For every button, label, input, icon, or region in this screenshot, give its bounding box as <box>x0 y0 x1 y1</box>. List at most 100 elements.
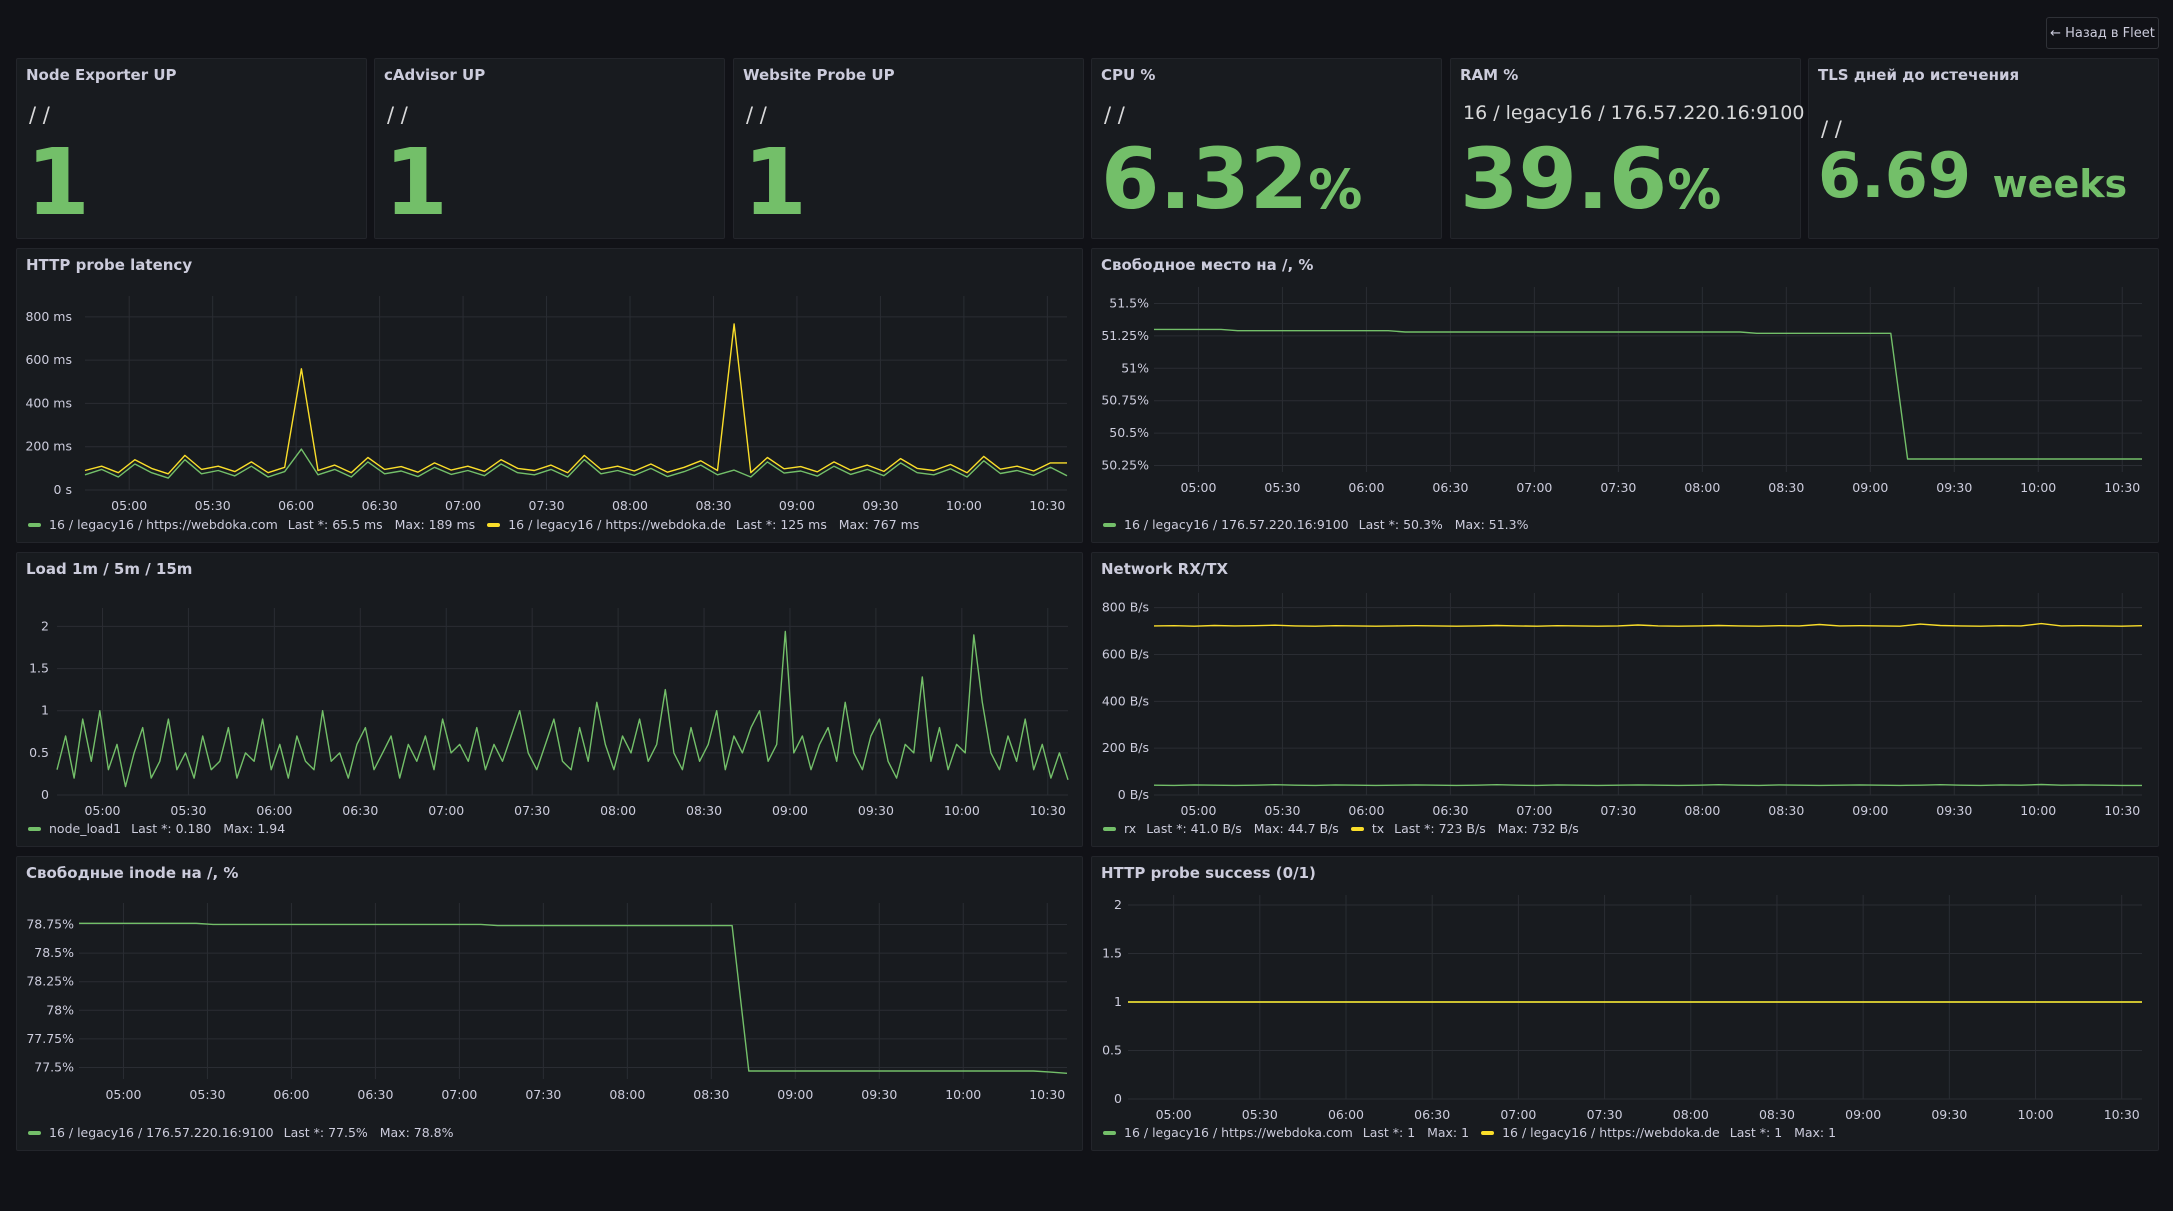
disk-free-chart: 51.5% 51.25% 51% 50.75% 50.5% 50.25% 05:00 05:3… <box>1101 287 2142 495</box>
legend-max-label: Max: <box>1497 821 1532 836</box>
x-tick-label: 05:30 <box>1264 480 1300 495</box>
x-tick-label: 10:30 <box>2104 1107 2140 1122</box>
legend-spacer <box>368 1125 380 1140</box>
y-tick-label: 2 <box>41 618 49 633</box>
y-tick-label: 400 ms <box>25 395 72 410</box>
back-to-fleet-button[interactable]: ← Назад в Fleet <box>2046 17 2159 49</box>
y-tick-label: 0.5 <box>1102 1043 1122 1058</box>
y-tick-label: 800 B/s <box>1102 600 1149 615</box>
x-tick-label: 06:30 <box>1432 803 1468 818</box>
x-tick-label: 09:00 <box>1852 480 1888 495</box>
legend-stats: Last *: 0.180 Max: 1.94 <box>131 821 285 836</box>
x-tick-label: 08:00 <box>1684 803 1720 818</box>
y-tick-label: 0.5 <box>29 745 49 760</box>
legend-max-label: Max: <box>1253 821 1288 836</box>
legend-stats: Last *: 1 Max: 1 <box>1363 1125 1469 1140</box>
y-tick-label: 51% <box>1121 360 1149 375</box>
legend: rx Last *: 41.0 B/s Max: 44.7 B/s tx Last *… <box>1103 821 1579 836</box>
x-tick-label: 09:30 <box>861 1087 897 1102</box>
legend-last-label: Last *: <box>735 517 781 532</box>
legend-stats: Last *: 723 B/s Max: 732 B/s <box>1394 821 1579 836</box>
stat-subtitle: / / <box>29 103 50 127</box>
stat-panel-cadvisor: cAdvisor UP / / 1 <box>374 58 725 239</box>
legend-last-value: 0.180 <box>175 821 212 836</box>
legend-series-name[interactable]: 16 / legacy16 / https://webdoka.com <box>49 517 278 532</box>
legend: 16 / legacy16 / 176.57.220.16:9100 Last *… <box>1103 517 1528 532</box>
x-tick-label: 10:30 <box>1029 498 1065 513</box>
x-tick-label: 07:00 <box>428 803 464 818</box>
x-tick-label: 08:30 <box>686 803 722 818</box>
x-tick-label: 10:30 <box>1029 1087 1065 1102</box>
x-tick-label: 08:00 <box>1684 480 1720 495</box>
legend-stats: Last *: 41.0 B/s Max: 44.7 B/s <box>1146 821 1339 836</box>
y-tick-label: 0 B/s <box>1118 787 1149 802</box>
y-tick-label: 50.25% <box>1101 458 1149 473</box>
legend-max-label: Max: <box>223 821 258 836</box>
legend-spacer <box>1782 1125 1794 1140</box>
x-tick-label: 05:30 <box>195 498 231 513</box>
x-tick-label: 10:30 <box>2104 480 2140 495</box>
x-tick-label: 09:00 <box>777 1087 813 1102</box>
x-tick-label: 07:30 <box>529 498 565 513</box>
series-line-1 <box>84 323 1067 475</box>
x-tick-label: 06:00 <box>1348 803 1384 818</box>
stat-value: 1 <box>26 129 91 236</box>
x-tick-label: 06:30 <box>357 1087 393 1102</box>
y-tick-label: 600 B/s <box>1102 647 1149 662</box>
legend-max-value: 189 ms <box>428 517 476 532</box>
legend-series-name[interactable]: 16 / legacy16 / 176.57.220.16:9100 <box>49 1125 274 1140</box>
legend-max-label: Max: <box>838 517 873 532</box>
legend-series-name[interactable]: 16 / legacy16 / https://webdoka.de <box>1502 1125 1720 1140</box>
x-tick-label: 05:00 <box>1180 480 1216 495</box>
legend-max-value: 44.7 B/s <box>1287 821 1339 836</box>
stat-value: 39.6% <box>1460 130 1722 228</box>
panel-http-probe-success: HTTP probe success (0/1) 2 1.5 1 0.5 0 05:00 0… <box>1091 856 2159 1151</box>
panel-title: HTTP probe latency <box>26 256 193 274</box>
panel-network: Network RX/TX 800 B/s 600 B/s 400 B/s 200 B… <box>1091 552 2159 847</box>
legend-last-label: Last *: <box>1358 517 1404 532</box>
x-tick-label: 08:30 <box>1768 803 1804 818</box>
legend-last-value: 1 <box>1407 1125 1416 1140</box>
series-line-1 <box>1153 622 2143 627</box>
panel-title: TLS дней до истечения <box>1818 66 2020 84</box>
legend-stats: Last *: 125 ms Max: 767 ms <box>736 517 919 532</box>
x-tick-label: 07:00 <box>1500 1107 1536 1122</box>
legend-swatch <box>28 522 41 527</box>
legend-last-value: 65.5 ms <box>332 517 383 532</box>
legend-series-name[interactable]: node_load1 <box>49 821 122 836</box>
legend-last-value: 41.0 B/s <box>1190 821 1242 836</box>
y-tick-label: 78.75% <box>26 916 74 931</box>
legend-stats: Last *: 50.3% Max: 51.3% <box>1359 517 1529 532</box>
legend-last-label: Last *: <box>1146 821 1191 836</box>
x-tick-label: 07:00 <box>441 1087 477 1102</box>
legend-max-value: 1 <box>1461 1125 1470 1140</box>
x-tick-label: 07:30 <box>1600 480 1636 495</box>
x-tick-label: 06:00 <box>1348 480 1384 495</box>
legend-max-value: 51.3% <box>1488 517 1529 532</box>
legend-last-value: 50.3% <box>1403 517 1443 532</box>
legend-stats: Last *: 77.5% Max: 78.8% <box>284 1125 454 1140</box>
panel-title: Network RX/TX <box>1101 560 1229 578</box>
legend-series-name[interactable]: 16 / legacy16 / https://webdoka.de <box>508 517 726 532</box>
legend-series-name[interactable]: rx <box>1124 821 1137 836</box>
panel-inode-free: Свободные inode на /, % 78.75% 78.5% 78.25… <box>16 856 1083 1151</box>
x-tick-label: 07:00 <box>445 498 481 513</box>
legend-spacer <box>1486 821 1498 836</box>
y-tick-label: 600 ms <box>25 352 72 367</box>
x-tick-label: 10:00 <box>945 1087 981 1102</box>
legend-last-label: Last *: <box>1729 1125 1775 1140</box>
legend: node_load1 Last *: 0.180 Max: 1.94 <box>28 821 285 836</box>
legend-series-name[interactable]: 16 / legacy16 / https://webdoka.com <box>1124 1125 1353 1140</box>
panel-title: CPU % <box>1101 66 1156 84</box>
stat-value: 1 <box>384 129 449 236</box>
x-tick-label: 10:00 <box>2018 1107 2054 1122</box>
legend-series-name[interactable]: 16 / legacy16 / 176.57.220.16:9100 <box>1124 517 1349 532</box>
panel-title: Node Exporter UP <box>26 66 177 84</box>
y-tick-label: 50.5% <box>1109 425 1149 440</box>
legend-last-label: Last *: <box>283 1125 329 1140</box>
series-line-0 <box>56 630 1069 788</box>
x-tick-label: 09:00 <box>1852 803 1888 818</box>
series-line-0 <box>84 448 1068 479</box>
legend-max-label: Max: <box>379 1125 414 1140</box>
legend-series-name[interactable]: tx <box>1371 821 1385 836</box>
